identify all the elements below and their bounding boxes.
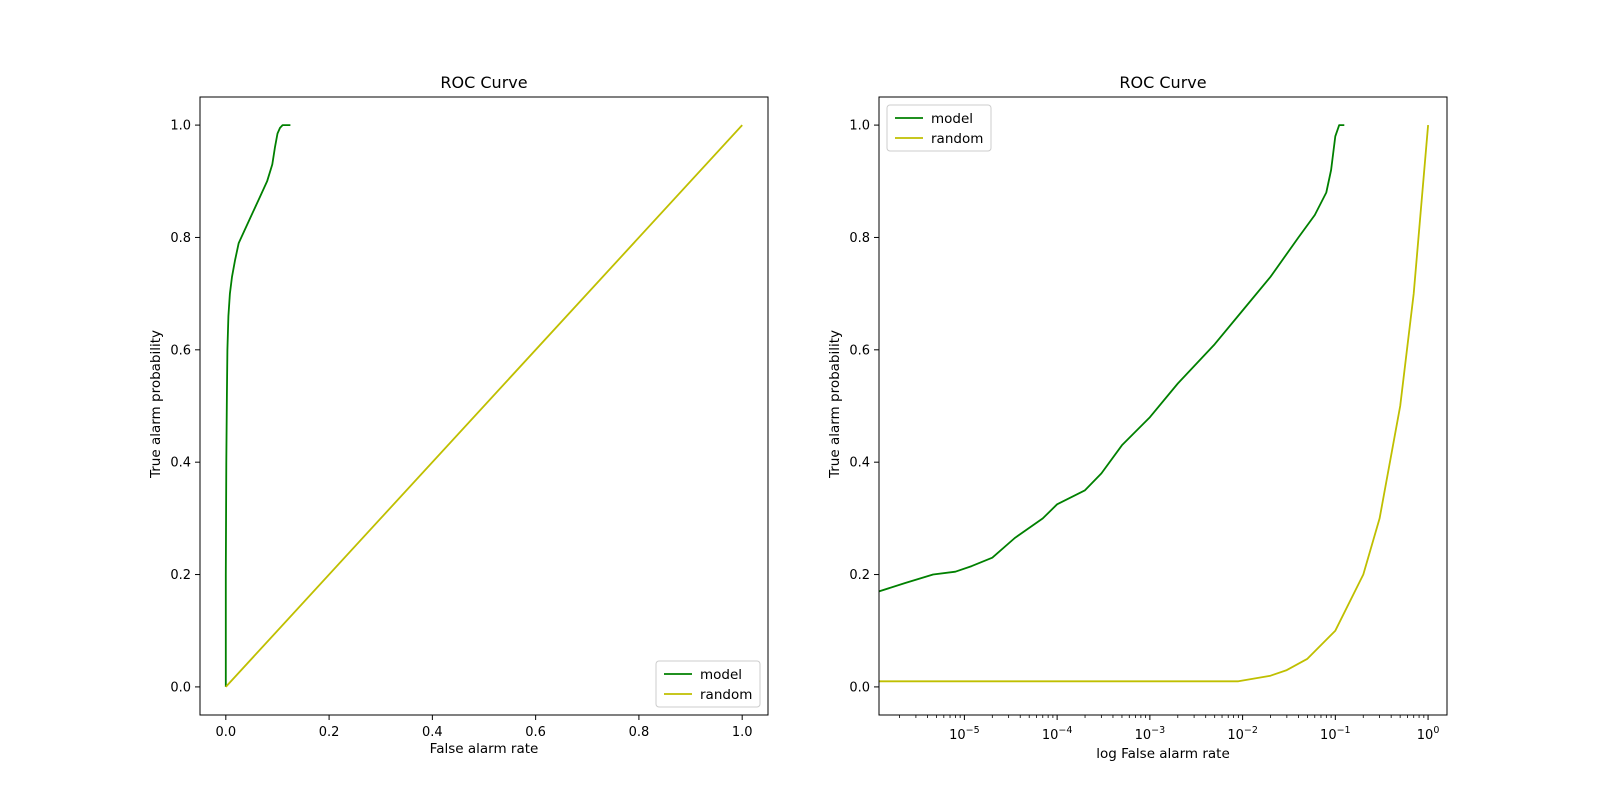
- x-tick-label: 0.6: [525, 725, 546, 740]
- x-tick-label: 10−2: [1227, 725, 1258, 743]
- x-tick-label: 0.2: [319, 725, 340, 740]
- x-tick-label: 10−1: [1320, 725, 1351, 743]
- axes-frame: [878, 96, 1448, 716]
- series-line-model: [878, 124, 1345, 593]
- y-tick-label: 0.2: [170, 568, 191, 583]
- y-axis-label: True alarm probability: [827, 330, 843, 479]
- y-tick-label: 0.8: [849, 231, 870, 246]
- chart-title: ROC Curve: [1119, 73, 1206, 92]
- x-tick-label: 100: [1417, 725, 1440, 743]
- y-tick-label: 0.0: [170, 680, 191, 695]
- plot-area: [224, 124, 743, 688]
- x-tick-label: 0.0: [215, 725, 236, 740]
- legend: model random: [655, 660, 761, 708]
- y-tick-label: 0.4: [170, 456, 191, 471]
- legend-label-random: random: [700, 687, 752, 703]
- x-tick-label: 0.4: [422, 725, 443, 740]
- roc-panel-linear: ROC Curve False alarm rate True alarm pr…: [148, 73, 769, 757]
- series-line-random: [225, 124, 743, 688]
- y-axis-label: True alarm probability: [148, 330, 164, 479]
- x-axis-label: False alarm rate: [430, 741, 539, 757]
- legend-label-random: random: [931, 131, 983, 147]
- x-axis-label: log False alarm rate: [1096, 746, 1230, 762]
- x-tick-label: 10−5: [949, 725, 980, 743]
- y-tick-label: 0.0: [849, 680, 870, 695]
- y-tick-label: 0.6: [170, 343, 191, 358]
- legend-label-model: model: [700, 667, 742, 683]
- legend: model random: [886, 104, 992, 152]
- axes-frame: [199, 96, 769, 716]
- x-tick-label: 1.0: [732, 725, 753, 740]
- plot-area: [878, 124, 1429, 683]
- y-tick-label: 0.4: [849, 456, 870, 471]
- x-tick-label: 10−4: [1042, 725, 1073, 743]
- x-tick-label: 10−3: [1135, 725, 1166, 743]
- y-tick-label: 1.0: [849, 119, 870, 134]
- legend-box: [886, 104, 992, 152]
- y-tick-label: 0.8: [170, 231, 191, 246]
- series-line-model: [224, 124, 291, 687]
- x-tick-label: 0.8: [629, 725, 650, 740]
- y-tick-label: 0.2: [849, 568, 870, 583]
- chart-title: ROC Curve: [440, 73, 527, 92]
- legend-label-model: model: [931, 111, 973, 127]
- roc-panel-log: ROC Curve log False alarm rate True alar…: [827, 73, 1448, 762]
- legend-box: [655, 660, 761, 708]
- y-tick-label: 0.6: [849, 343, 870, 358]
- series-line-random: [879, 125, 1429, 683]
- y-tick-label: 1.0: [170, 119, 191, 134]
